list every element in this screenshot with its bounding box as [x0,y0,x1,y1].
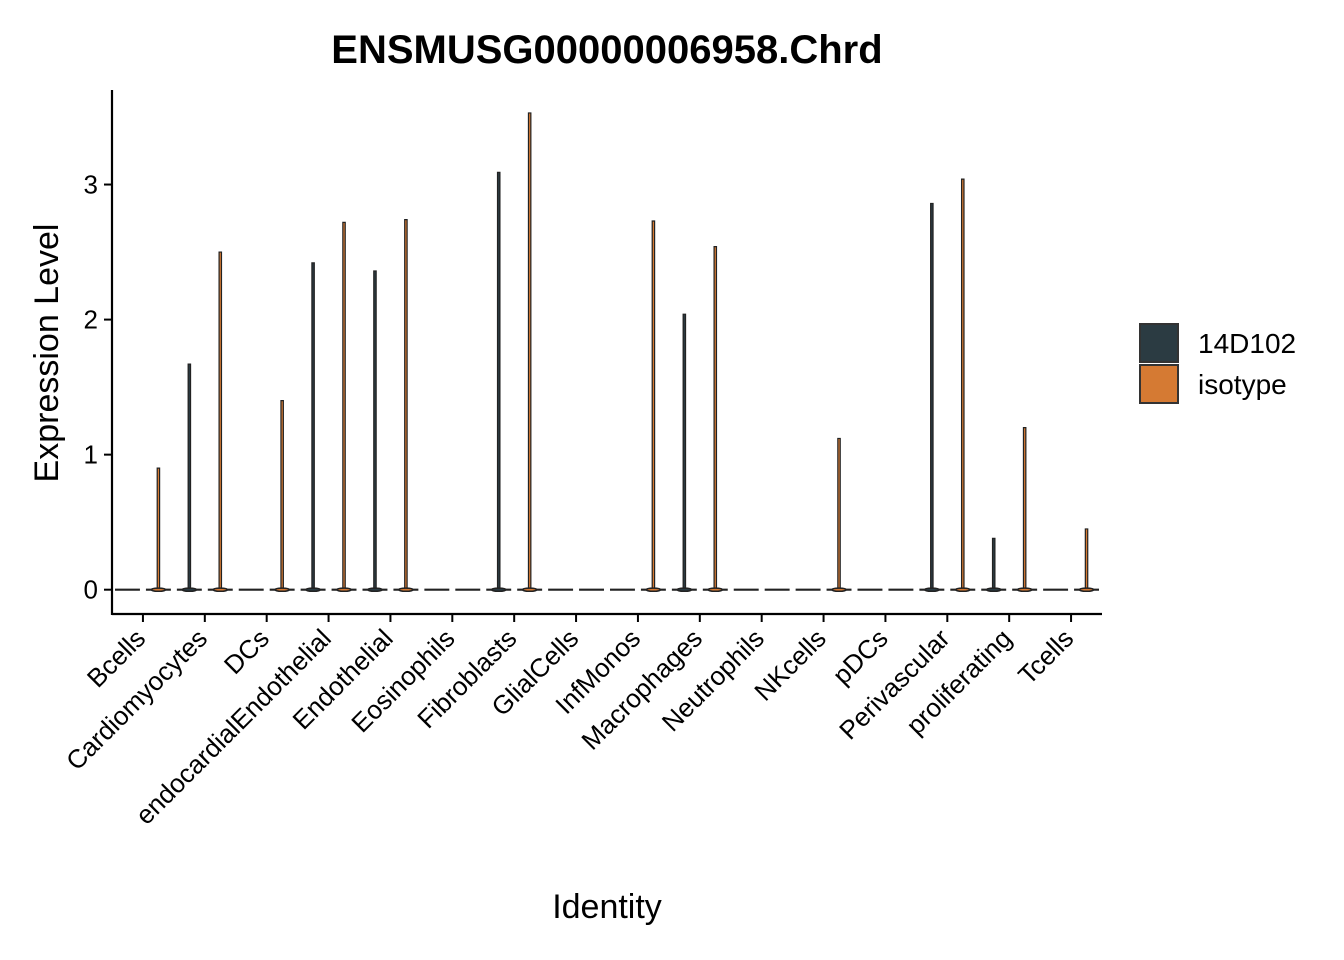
violin-body [1078,587,1095,593]
violin-body [707,587,724,593]
violin-spike [837,437,841,591]
legend-label: isotype [1198,369,1287,400]
x-tick-label: Tcells [1012,623,1079,690]
violin-spike [1084,528,1089,591]
violin-isotype [826,437,852,593]
violin-body [398,587,414,593]
violin-isotype [393,219,419,593]
violin-spike [682,313,687,591]
violin-spike [713,246,718,591]
plot-area [115,112,1099,593]
violin-body [490,587,507,593]
violin-spike [187,363,192,591]
violin-body [985,587,1002,593]
violin-isotype [1074,528,1099,593]
violin-spike [991,537,996,591]
legend: 14D102 isotype [1139,323,1296,404]
violin-body [645,587,662,593]
violin-spike [280,400,284,591]
y-tick-label: 0 [84,575,98,605]
violin-body [367,587,383,593]
y-axis-ticks: 0 1 2 3 [84,170,112,605]
y-tick-label: 3 [84,170,98,200]
violin-spike [342,221,346,591]
violin-body [955,587,971,593]
violin-isotype [517,112,543,593]
violin-spike [527,112,532,591]
violin-body [831,587,847,593]
violin-spike [1022,427,1027,591]
violin-body [1016,587,1033,593]
violin-body [150,587,167,593]
violin-spike [311,262,315,591]
violin-spike [373,270,377,591]
violin-14D102 [362,270,388,593]
violin-isotype [331,221,357,593]
violin-body [305,587,321,593]
y-axis-title: Expression Level [28,224,66,483]
legend-key-14D102 [1139,323,1179,363]
violin-spike [404,219,408,591]
y-tick-label: 1 [84,440,98,470]
violin-isotype [1012,427,1038,593]
violin-spike [156,467,161,591]
violin-body [521,587,538,593]
violin-isotype [702,246,728,593]
violin-body [181,587,198,593]
chart-title: ENSMUSG00000006958.Chrd [331,28,882,72]
violin-body [924,587,940,593]
violin-spike [496,171,501,591]
violin-isotype [269,400,295,593]
violin-14D102 [981,537,1007,593]
violin-body [212,587,229,593]
violin-body [274,587,290,593]
violin-14D102 [176,363,202,593]
violin-spike [651,220,656,591]
y-tick-label: 2 [84,305,98,335]
legend-label: 14D102 [1198,328,1296,359]
legend-key-isotype [1139,364,1179,404]
violin-isotype [145,467,171,593]
violin-14D102 [300,262,326,593]
violin-isotype [207,251,233,593]
violin-body [336,587,352,593]
violin-isotype [640,220,666,593]
x-axis-title: Identity [552,888,662,926]
violin-14D102 [671,313,697,593]
violin-spike [930,202,934,591]
violin-14D102 [919,202,945,593]
violin-isotype [950,178,976,593]
violin-spike [960,178,965,591]
violin-spike [218,251,223,591]
violin-14D102 [486,171,512,593]
violin-body [676,587,693,593]
